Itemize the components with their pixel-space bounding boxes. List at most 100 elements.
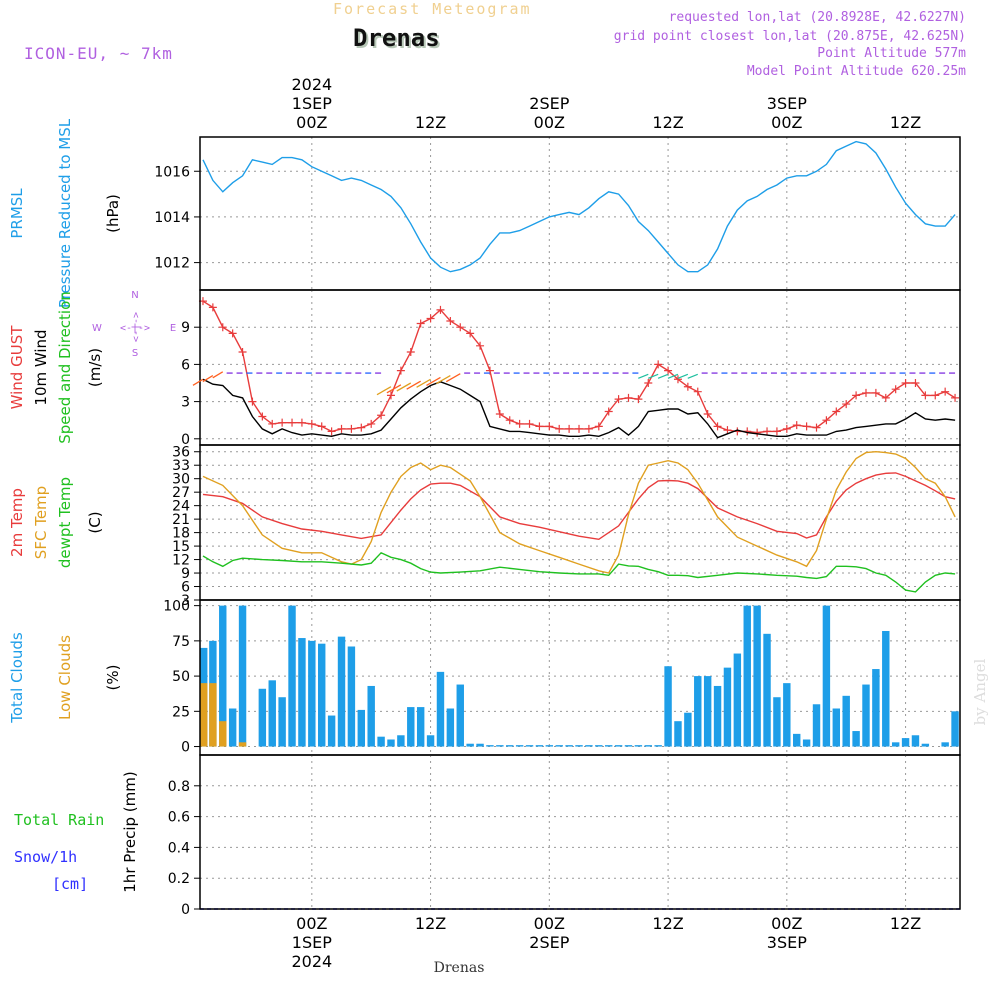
- ytick-label: 6: [181, 357, 190, 373]
- time-label-top: 12Z: [415, 113, 446, 132]
- cloud-bar: [802, 739, 811, 747]
- wind-arrow: [657, 373, 669, 379]
- axis-label: dewpt Temp: [56, 477, 74, 568]
- gust-point: [347, 424, 356, 433]
- gust-point: [317, 422, 326, 431]
- time-label-bottom: 2024: [291, 952, 332, 971]
- axis-label: PRMSL: [8, 188, 26, 239]
- gust-point: [456, 323, 465, 332]
- cloud-bar: [496, 745, 504, 747]
- time-label-top: 00Z: [296, 113, 327, 132]
- gust-point: [911, 379, 920, 387]
- gust-point: [951, 393, 960, 402]
- cloud-bar: [456, 684, 464, 747]
- gust-point: [505, 416, 514, 425]
- time-label-top: 00Z: [771, 113, 802, 132]
- cloud-bar: [862, 684, 870, 747]
- ytick-label: 24: [172, 499, 190, 515]
- cloud-bar: [624, 745, 633, 747]
- time-label-top: 2SEP: [529, 94, 569, 113]
- gust-point: [713, 422, 722, 431]
- time-label-bottom: 00Z: [296, 914, 327, 933]
- cloud-bar: [753, 605, 761, 747]
- cloud-bar: [357, 709, 366, 747]
- cloud-bar: [545, 745, 554, 747]
- gust-point: [842, 400, 851, 409]
- axis-label: 1hr Precip (mm): [121, 771, 139, 892]
- wind-arrow: [687, 373, 699, 379]
- requested-coords: requested lon,lat (20.8928E, 42.6227N): [668, 10, 966, 25]
- gust-point: [614, 395, 623, 404]
- axis-label: Pressure Reduced to MSL: [56, 118, 74, 308]
- wind-arrow: [647, 373, 659, 379]
- compass-arrows-v: <-|->: [131, 312, 142, 342]
- cloud-bar: [407, 707, 415, 747]
- cloud-bar: [634, 745, 643, 747]
- cloud-bar: [219, 605, 227, 747]
- ytick-label: 15: [172, 539, 190, 555]
- gust-point: [941, 387, 950, 396]
- wind-direction-arrows: [192, 371, 956, 396]
- ytick-label: 36: [172, 445, 190, 461]
- gust-point: [802, 422, 811, 431]
- cloud-bar: [723, 667, 732, 747]
- ytick-label: 0.6: [168, 810, 190, 826]
- wind-arrow: [396, 382, 412, 392]
- cloud-bar: [238, 605, 247, 747]
- gust-point: [396, 366, 405, 375]
- time-label-top: 2024: [291, 75, 332, 94]
- cloud-bar: [773, 697, 781, 747]
- series-line: [202, 140, 956, 273]
- series-line: [202, 450, 956, 574]
- time-label-bottom: 12Z: [890, 914, 921, 933]
- gust-point: [703, 410, 712, 418]
- cloud-bar: [565, 745, 573, 747]
- gust-point: [238, 348, 247, 356]
- gust-point: [565, 424, 574, 433]
- location-title: Drenas: [353, 24, 440, 52]
- cloud-bar: [842, 695, 850, 747]
- cloud-bar: [822, 605, 831, 747]
- gust-point: [268, 419, 277, 428]
- time-label-top: 12Z: [652, 113, 683, 132]
- wind-arrow: [202, 375, 214, 383]
- cloud-bar: [901, 738, 910, 747]
- wind-arrow: [416, 378, 431, 388]
- cloud-bar: [684, 712, 692, 747]
- gust-point: [594, 422, 603, 431]
- gust-point: [575, 424, 584, 433]
- gust-point: [436, 305, 445, 314]
- time-label-bottom: 00Z: [534, 914, 565, 933]
- gust-point: [792, 421, 801, 430]
- compass-s: S: [132, 348, 138, 359]
- gust-point: [426, 314, 435, 323]
- ytick-label: 0: [181, 902, 190, 918]
- cloud-bar: [941, 742, 949, 747]
- cloud-bar: [308, 640, 316, 747]
- axis-label: (m/s): [86, 348, 104, 387]
- gust-point: [654, 360, 663, 369]
- compass-w: W: [92, 323, 102, 334]
- gust-point: [861, 388, 870, 397]
- gust-point: [377, 411, 386, 420]
- axis-label: (hPa): [104, 194, 122, 233]
- axis-label: Low Clouds: [56, 635, 74, 720]
- credit-label: by Angel: [971, 658, 989, 725]
- gust-point: [584, 424, 593, 433]
- precip-legend-label: Total Rain: [14, 811, 104, 829]
- gust-point: [931, 391, 940, 400]
- panel-clouds: 0 25 50 75 100 Total Clouds Low Clouds (%): [8, 599, 961, 756]
- precip-legend-label: [cm]: [52, 875, 88, 893]
- ytick-label: 3: [181, 395, 190, 411]
- panel-wind: 0 3 6 9 Wind GUST 10m Wind Speed and Direction…: [8, 289, 961, 448]
- time-label-bottom: 1SEP: [292, 933, 332, 952]
- model-point-altitude: Model Point Altitude 620.25m: [746, 64, 966, 79]
- cloud-bar: [466, 743, 474, 747]
- cloud-bar: [891, 742, 900, 747]
- precip-legend: Total Rain Snow/1h [cm]: [14, 811, 104, 893]
- gust-point: [604, 407, 613, 416]
- cloud-bar: [337, 636, 346, 747]
- panel-frame: [199, 444, 961, 601]
